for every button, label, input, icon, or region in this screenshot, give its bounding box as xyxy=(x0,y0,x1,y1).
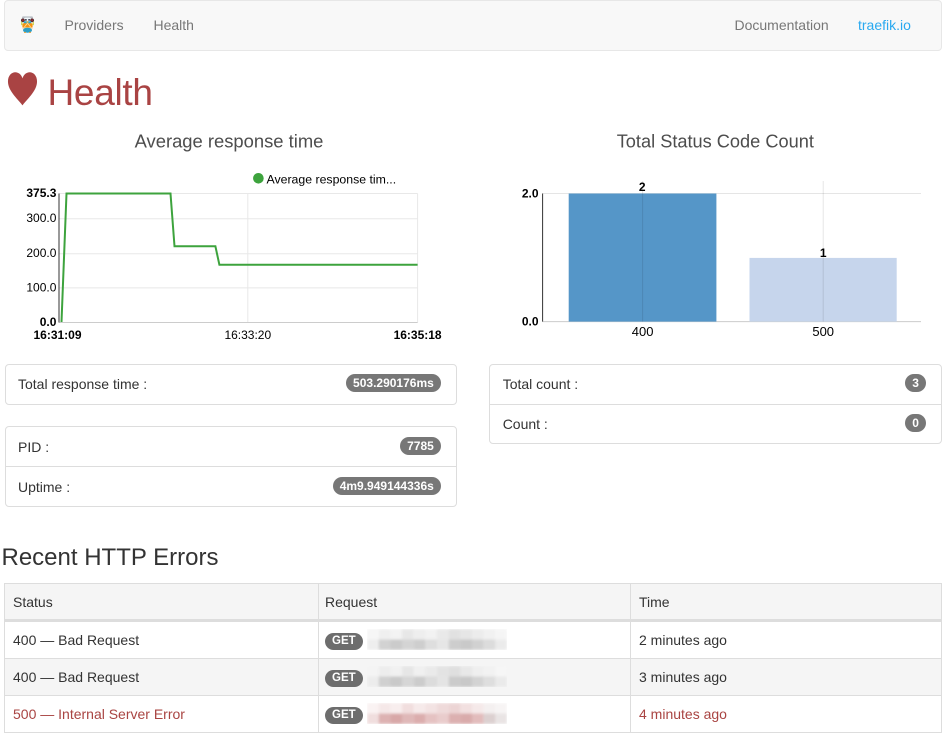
svg-text:375.3: 375.3 xyxy=(26,186,56,200)
svg-text:300.0: 300.0 xyxy=(26,211,56,225)
svg-text:2: 2 xyxy=(639,180,646,194)
svg-text:200.0: 200.0 xyxy=(26,246,56,260)
svg-text:1: 1 xyxy=(820,246,827,260)
svg-text:16:35:18: 16:35:18 xyxy=(394,328,442,342)
svg-text:500: 500 xyxy=(812,324,834,339)
svg-text:Average response time: Average response time xyxy=(135,131,324,152)
svg-text:100.0: 100.0 xyxy=(26,280,56,294)
svg-text:16:31:09: 16:31:09 xyxy=(33,328,81,342)
svg-text:Average response tim...: Average response tim... xyxy=(267,173,397,187)
svg-text:400: 400 xyxy=(632,324,654,339)
svg-text:Total Status Code Count: Total Status Code Count xyxy=(617,132,814,152)
svg-text:2.0: 2.0 xyxy=(522,187,539,201)
svg-text:0.0: 0.0 xyxy=(522,314,539,328)
svg-text:16:33:20: 16:33:20 xyxy=(224,328,271,342)
svg-text:0.0: 0.0 xyxy=(40,315,57,329)
